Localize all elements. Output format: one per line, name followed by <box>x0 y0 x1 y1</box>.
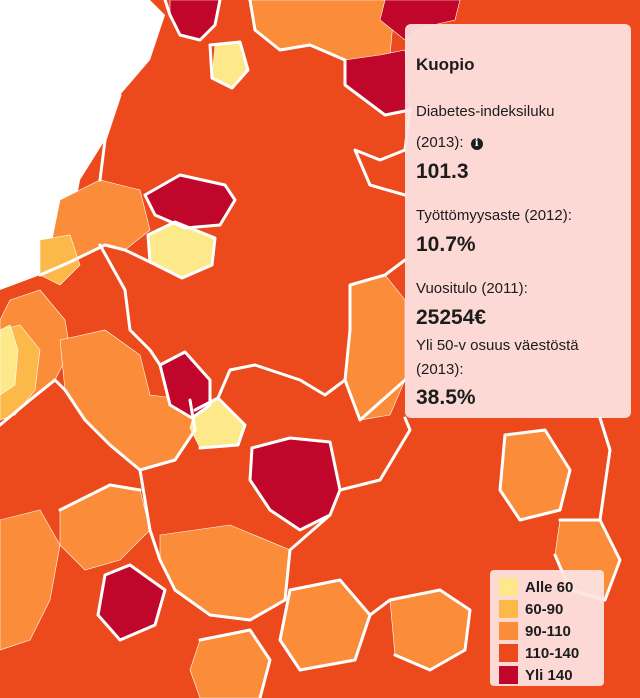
annual-income-label: Vuositulo (2011): <box>416 280 528 297</box>
over-50-share-label: Yli 50-v osuus väestöstä (2013): <box>416 337 579 378</box>
legend-label: 110-140 <box>525 644 580 662</box>
legend-item: 90-110 <box>499 620 604 642</box>
legend-swatch <box>499 666 518 684</box>
tooltip-title: Kuopio <box>416 55 475 74</box>
diabetes-index-value: 101.3 <box>416 160 469 183</box>
legend-label: Yli 140 <box>525 666 573 684</box>
legend-swatch <box>499 622 518 640</box>
region-light-north[interactable] <box>39 234 81 286</box>
region-haapajarvi[interactable] <box>344 274 406 421</box>
legend-swatch <box>499 578 518 596</box>
over-50-share-value: 38.5% <box>416 386 476 409</box>
legend-item: 110-140 <box>499 642 604 664</box>
legend-swatch <box>499 644 518 662</box>
legend-item: 60-90 <box>499 598 604 620</box>
legend-label: 60-90 <box>525 600 564 618</box>
region-southwest[interactable] <box>0 509 61 651</box>
region-kokkola[interactable] <box>0 324 19 396</box>
annual-income-value: 25254€ <box>416 306 487 329</box>
unemployment-value: 10.7% <box>416 233 476 256</box>
legend-item: Yli 140 <box>499 664 604 686</box>
info-icon[interactable]: i <box>470 138 483 150</box>
legend-label: 90-110 <box>525 622 571 640</box>
map-legend: Alle 60 60-90 90-110 110-140 Yli 140 <box>490 570 604 686</box>
unemployment-label: Työttömyysaste (2012): <box>416 207 572 224</box>
diabetes-index-label: Diabetes-indeksiluku (2013): i <box>416 103 555 151</box>
legend-swatch <box>499 600 518 618</box>
legend-label: Alle 60 <box>525 578 574 596</box>
info-tooltip: Kuopio Diabetes-indeksiluku (2013): i 10… <box>405 24 631 418</box>
legend-item: Alle 60 <box>499 576 604 598</box>
